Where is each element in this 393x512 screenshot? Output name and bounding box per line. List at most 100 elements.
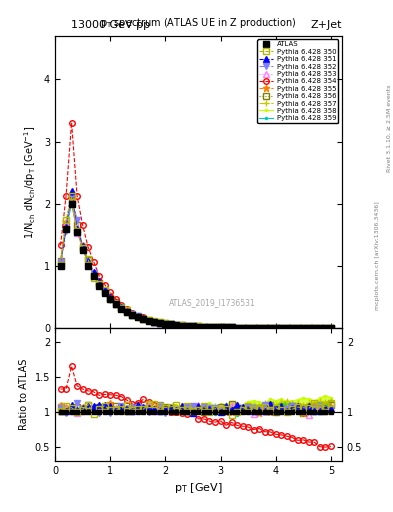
Pythia 6.428 353 bbox=[235, 325, 239, 331]
Pythia 6.428 356 bbox=[119, 304, 123, 310]
Pythia 6.428 352 bbox=[141, 315, 146, 322]
Pythia 6.428 353 bbox=[102, 287, 107, 293]
Pythia 6.428 354 bbox=[285, 325, 289, 331]
Pythia 6.428 355 bbox=[274, 325, 278, 331]
Pythia 6.428 354 bbox=[58, 242, 63, 248]
ATLAS bbox=[80, 247, 85, 253]
Pythia 6.428 357 bbox=[218, 324, 223, 330]
Pythia 6.428 351 bbox=[180, 322, 184, 328]
ATLAS bbox=[130, 312, 135, 318]
Pythia 6.428 359 bbox=[218, 324, 223, 330]
Pythia 6.428 358 bbox=[113, 300, 118, 306]
Pythia 6.428 357 bbox=[229, 325, 234, 331]
Pythia 6.428 350 bbox=[86, 257, 90, 263]
Pythia 6.428 356 bbox=[141, 315, 146, 322]
Pythia 6.428 353 bbox=[229, 324, 234, 330]
Pythia 6.428 355 bbox=[97, 281, 101, 287]
Pythia 6.428 351 bbox=[80, 243, 85, 249]
Pythia 6.428 359 bbox=[240, 325, 245, 331]
ATLAS bbox=[218, 324, 223, 330]
Pythia 6.428 352 bbox=[180, 323, 184, 329]
Pythia 6.428 356 bbox=[246, 325, 250, 331]
ATLAS bbox=[202, 324, 206, 330]
Pythia 6.428 350 bbox=[91, 275, 96, 281]
Pythia 6.428 353 bbox=[307, 325, 311, 331]
Pythia 6.428 353 bbox=[207, 324, 212, 330]
Pythia 6.428 355 bbox=[191, 323, 195, 329]
Pythia 6.428 352 bbox=[196, 324, 201, 330]
Pythia 6.428 358 bbox=[75, 225, 79, 231]
Pythia 6.428 358 bbox=[257, 325, 261, 331]
Pythia 6.428 356 bbox=[174, 322, 179, 328]
Pythia 6.428 353 bbox=[97, 281, 101, 287]
Pythia 6.428 359 bbox=[86, 260, 90, 266]
Pythia 6.428 355 bbox=[279, 325, 284, 331]
Pythia 6.428 351 bbox=[285, 325, 289, 331]
Pythia 6.428 354 bbox=[185, 323, 190, 329]
Pythia 6.428 358 bbox=[91, 272, 96, 279]
Pythia 6.428 357 bbox=[185, 323, 190, 329]
Line: ATLAS: ATLAS bbox=[58, 201, 334, 331]
Pythia 6.428 355 bbox=[163, 321, 168, 327]
Pythia 6.428 355 bbox=[174, 322, 179, 328]
Pythia 6.428 350 bbox=[158, 319, 162, 326]
Pythia 6.428 354 bbox=[147, 316, 151, 323]
Pythia 6.428 352 bbox=[102, 288, 107, 294]
Pythia 6.428 359 bbox=[213, 324, 217, 330]
Pythia 6.428 352 bbox=[323, 325, 328, 331]
Pythia 6.428 352 bbox=[119, 304, 123, 310]
Pythia 6.428 354 bbox=[207, 324, 212, 330]
Pythia 6.428 357 bbox=[296, 325, 300, 331]
Pythia 6.428 352 bbox=[80, 244, 85, 250]
Pythia 6.428 354 bbox=[240, 325, 245, 331]
Pythia 6.428 354 bbox=[268, 325, 273, 331]
Pythia 6.428 358 bbox=[163, 321, 168, 327]
Pythia 6.428 357 bbox=[268, 325, 273, 331]
Pythia 6.428 358 bbox=[318, 325, 322, 331]
Pythia 6.428 351 bbox=[307, 325, 311, 331]
Pythia 6.428 351 bbox=[136, 313, 140, 319]
Pythia 6.428 354 bbox=[329, 325, 333, 331]
Pythia 6.428 356 bbox=[158, 319, 162, 326]
Pythia 6.428 355 bbox=[329, 325, 333, 331]
Pythia 6.428 355 bbox=[213, 324, 217, 330]
Pythia 6.428 354 bbox=[191, 323, 195, 329]
Pythia 6.428 353 bbox=[202, 324, 206, 330]
Pythia 6.428 353 bbox=[152, 318, 157, 325]
Pythia 6.428 359 bbox=[268, 325, 273, 331]
Pythia 6.428 355 bbox=[152, 318, 157, 325]
Pythia 6.428 352 bbox=[169, 321, 173, 327]
Pythia 6.428 359 bbox=[307, 325, 311, 331]
ATLAS bbox=[318, 325, 322, 331]
Pythia 6.428 354 bbox=[246, 325, 250, 331]
Pythia 6.428 350 bbox=[58, 262, 63, 268]
Pythia 6.428 359 bbox=[169, 321, 173, 327]
Pythia 6.428 357 bbox=[80, 245, 85, 251]
Pythia 6.428 354 bbox=[235, 325, 239, 331]
Pythia 6.428 352 bbox=[202, 324, 206, 330]
Pythia 6.428 352 bbox=[312, 325, 317, 331]
Pythia 6.428 359 bbox=[130, 312, 135, 318]
Pythia 6.428 353 bbox=[75, 229, 79, 236]
Pythia 6.428 351 bbox=[185, 323, 190, 329]
Pythia 6.428 351 bbox=[119, 304, 123, 310]
Pythia 6.428 352 bbox=[235, 325, 239, 331]
ATLAS bbox=[125, 309, 129, 315]
Pythia 6.428 352 bbox=[213, 324, 217, 330]
Pythia 6.428 354 bbox=[102, 282, 107, 288]
Pythia 6.428 354 bbox=[202, 324, 206, 330]
Pythia 6.428 359 bbox=[69, 201, 74, 207]
Pythia 6.428 351 bbox=[102, 287, 107, 293]
Pythia 6.428 357 bbox=[125, 308, 129, 314]
Pythia 6.428 350 bbox=[136, 314, 140, 320]
Pythia 6.428 352 bbox=[58, 259, 63, 265]
Pythia 6.428 355 bbox=[108, 292, 112, 298]
Pythia 6.428 350 bbox=[290, 325, 295, 331]
Pythia 6.428 355 bbox=[318, 325, 322, 331]
Pythia 6.428 352 bbox=[97, 284, 101, 290]
Pythia 6.428 351 bbox=[196, 323, 201, 329]
Pythia 6.428 354 bbox=[257, 325, 261, 331]
Pythia 6.428 350 bbox=[191, 323, 195, 329]
Pythia 6.428 352 bbox=[318, 325, 322, 331]
Pythia 6.428 351 bbox=[64, 224, 68, 230]
